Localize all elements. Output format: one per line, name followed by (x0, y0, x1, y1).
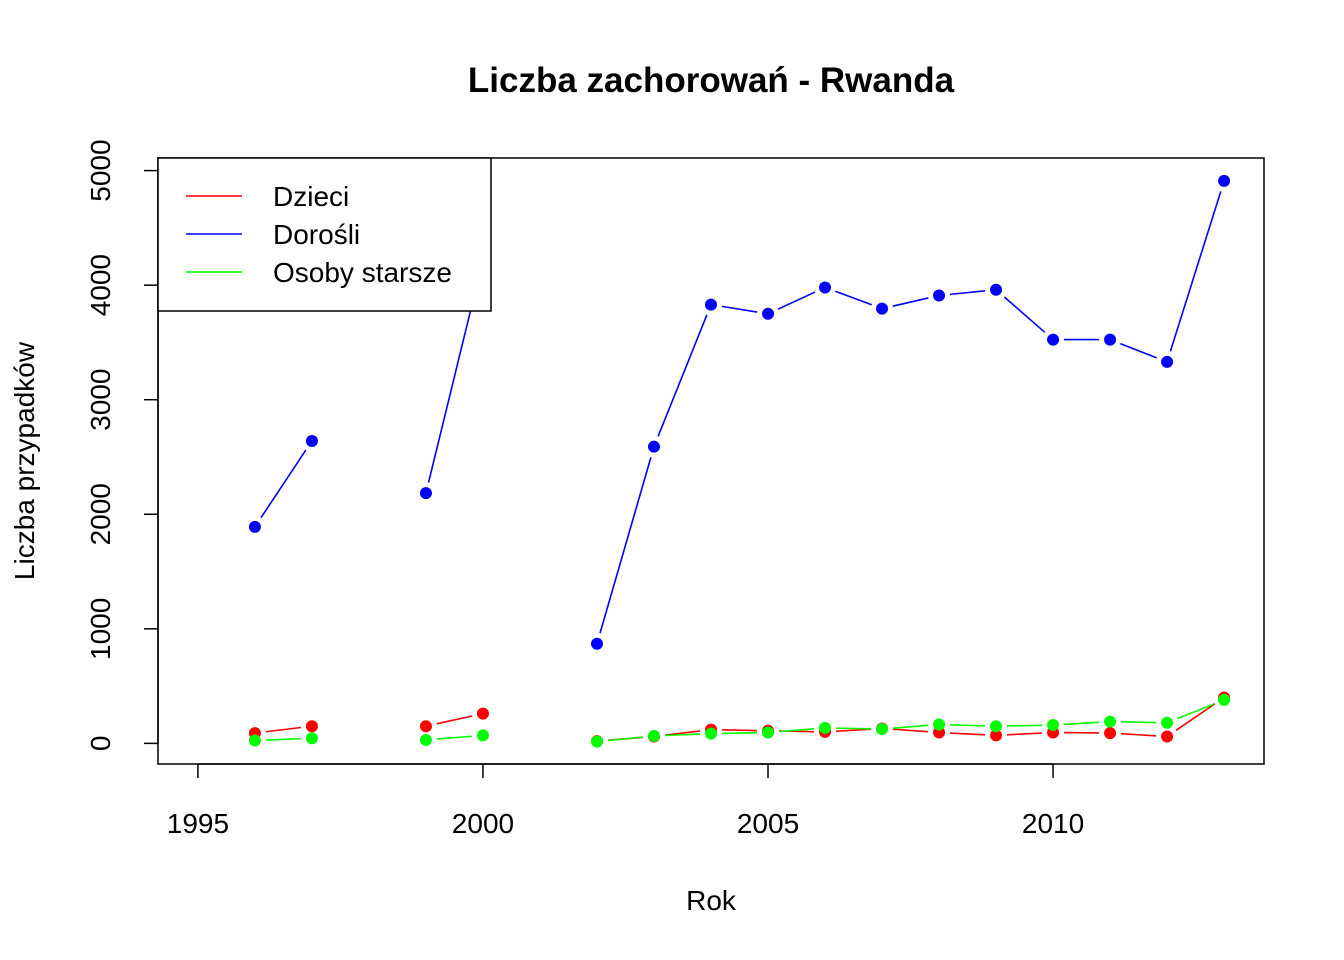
series-line-segment (1121, 732, 1157, 737)
x-tick-label: 2005 (737, 808, 799, 839)
y-axis: 0 1000 2000 3000 4000 5000 (85, 139, 159, 752)
data-point (590, 637, 603, 650)
data-point (305, 732, 318, 745)
data-point (1047, 719, 1060, 732)
series-line-segment (1176, 703, 1215, 720)
series-line-segment (835, 290, 872, 306)
series-line-segment (950, 724, 986, 727)
data-point (476, 707, 489, 720)
data-point (1104, 727, 1117, 740)
data-point (762, 726, 775, 739)
series-line-segment (265, 726, 302, 733)
data-point (1047, 333, 1060, 346)
data-point (248, 734, 261, 747)
data-point (1104, 715, 1117, 728)
data-point (819, 721, 832, 734)
data-point (990, 720, 1003, 733)
legend-label: Dzieci (273, 181, 349, 212)
x-axis: 1995 2000 2005 2010 (167, 763, 1084, 839)
series-line-segment (1120, 342, 1158, 359)
data-point (933, 718, 946, 731)
series-line-segment (1169, 191, 1222, 352)
y-tick-label: 2000 (85, 483, 116, 545)
data-point (1218, 174, 1231, 187)
series-line-segment (599, 457, 652, 634)
data-point (705, 727, 717, 740)
series-line-segment (949, 732, 986, 736)
y-tick-label: 5000 (85, 139, 116, 201)
y-tick-label: 0 (85, 736, 116, 752)
data-point (705, 298, 717, 311)
series-line-segment (892, 728, 929, 733)
series-line-segment (1003, 296, 1046, 333)
y-tick-label: 4000 (85, 254, 116, 316)
series-line-segment (721, 731, 758, 735)
data-point (1218, 693, 1231, 706)
data-point (1161, 730, 1174, 743)
series-line-segment (836, 727, 872, 730)
data-point (419, 487, 432, 500)
chart-title: Liczba zachorowań - Rwanda (468, 61, 955, 100)
x-axis-label: Rok (686, 885, 737, 916)
y-tick-label: 1000 (85, 598, 116, 660)
series-line-segment (949, 290, 986, 296)
data-point (990, 283, 1003, 296)
series-line-segment (1063, 721, 1100, 726)
data-point (590, 735, 603, 748)
data-point (647, 440, 660, 453)
data-point (876, 723, 889, 736)
series-line-segment (657, 314, 708, 437)
x-tick-label: 1995 (167, 808, 229, 839)
data-point (1161, 716, 1174, 729)
series-line-segment (1007, 724, 1043, 727)
series-line-segment (436, 715, 473, 725)
x-tick-label: 2010 (1022, 808, 1084, 839)
data-point (248, 520, 261, 533)
data-point (876, 302, 889, 315)
data-point (305, 720, 318, 733)
data-point (1161, 355, 1174, 368)
legend-label: Osoby starsze (273, 257, 452, 288)
series-line-segment (664, 733, 701, 737)
series-line-segment (721, 729, 758, 732)
series-line-segment (721, 305, 758, 313)
series-line-segment (892, 724, 929, 729)
data-point (762, 307, 775, 320)
series-line-segment (1175, 703, 1216, 731)
series-line-segment (607, 736, 644, 742)
series-lines (260, 191, 1222, 742)
series-line-segment (265, 737, 301, 741)
data-point (476, 729, 489, 742)
data-point (1104, 333, 1117, 346)
series-line-segment (436, 735, 473, 740)
series-line-segment (778, 727, 815, 733)
y-tick-label: 3000 (85, 369, 116, 431)
series-line-segment (777, 291, 816, 310)
legend-label: Dorośli (273, 219, 360, 250)
data-point (305, 434, 318, 447)
x-tick-label: 2000 (452, 808, 514, 839)
y-axis-label: Liczba przypadków (9, 341, 40, 580)
series-line-segment (260, 449, 307, 519)
data-point (819, 281, 832, 294)
series-line-segment (892, 297, 929, 307)
data-point (419, 733, 432, 746)
legend: Dzieci Dorośli Osoby starsze (157, 157, 492, 312)
series-line-segment (1006, 732, 1043, 736)
data-point (419, 720, 432, 733)
data-point (990, 729, 1003, 742)
series-points (248, 174, 1231, 748)
data-point (647, 729, 660, 742)
data-point (933, 289, 946, 302)
series-line-segment (1121, 721, 1157, 724)
